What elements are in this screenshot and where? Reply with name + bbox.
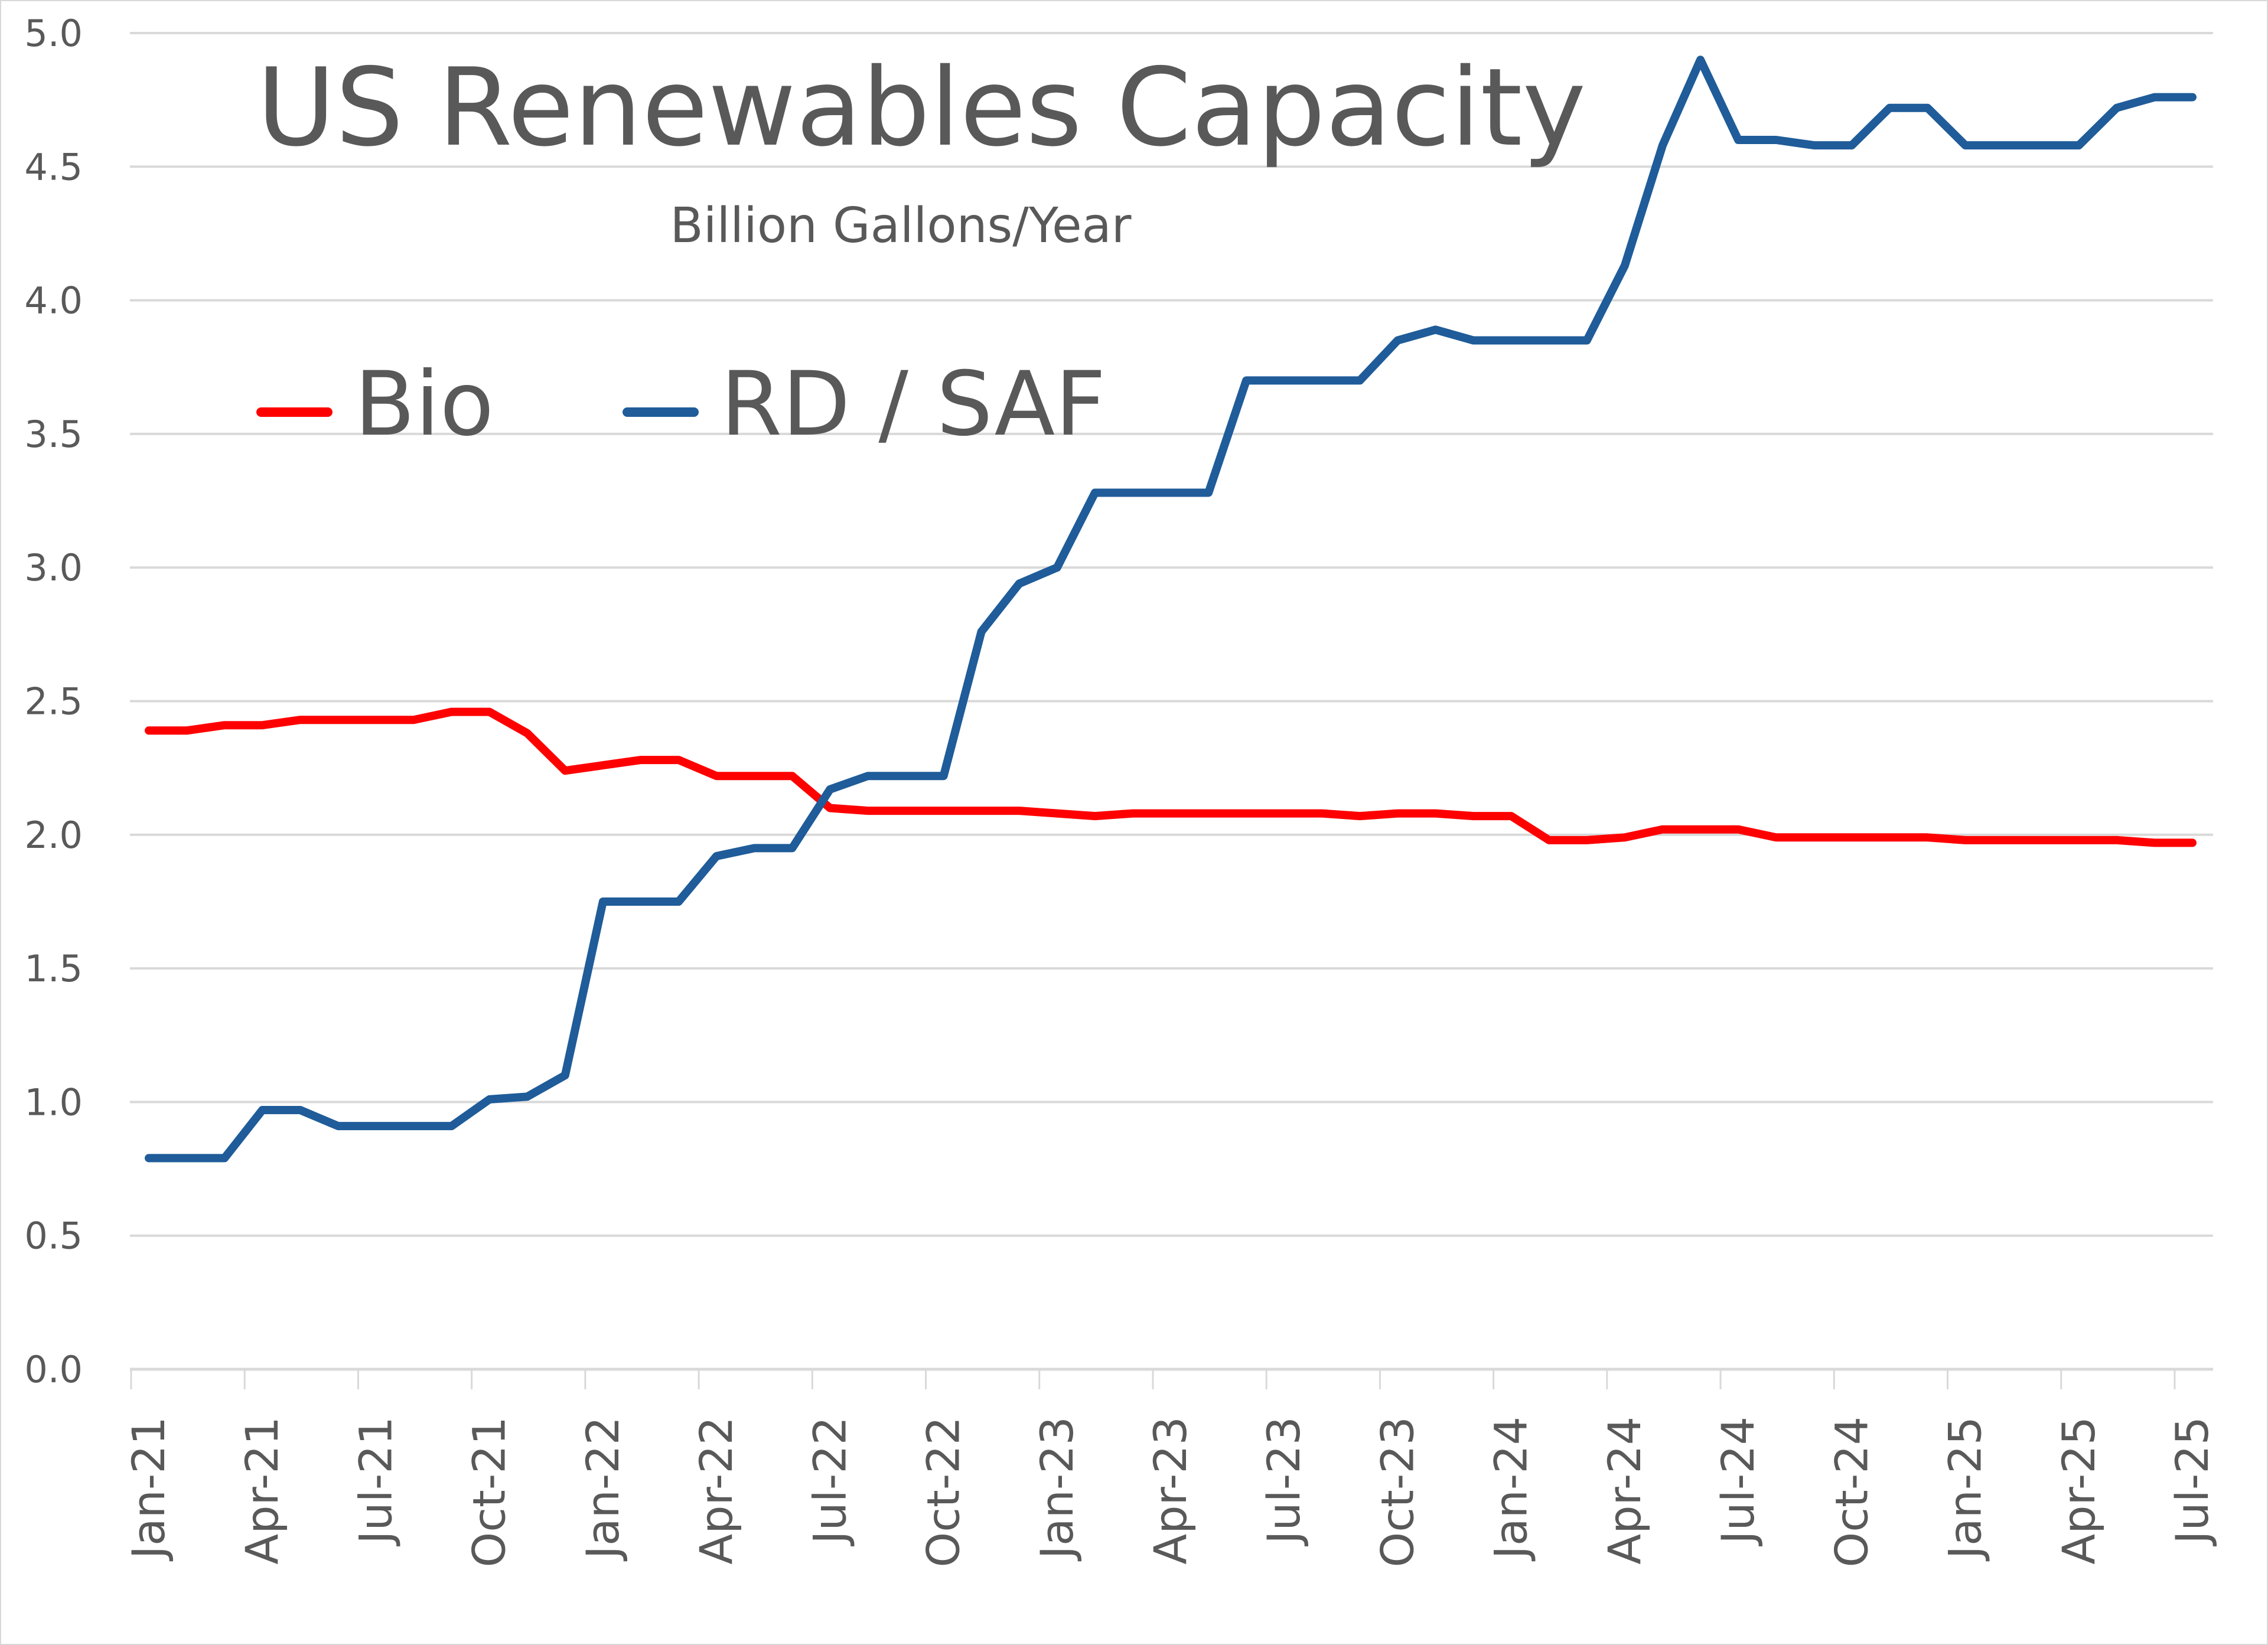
legend-label-bio: Bio <box>354 353 494 456</box>
x-tick-label: Oct-22 <box>917 1416 970 1568</box>
series-line-rd-saf[interactable] <box>145 56 2197 1163</box>
legend-item-bio[interactable]: Bio <box>256 353 494 456</box>
x-tick-label: Jan-24 <box>1485 1416 1537 1561</box>
y-tick-label: 0.5 <box>24 1215 83 1258</box>
x-tick-label: Apr-23 <box>1144 1416 1197 1565</box>
x-tick-label: Jan-23 <box>1031 1416 1083 1561</box>
series-line-bio[interactable] <box>145 707 2197 847</box>
y-tick-label: 2.5 <box>24 680 83 723</box>
y-tick-label: 1.0 <box>24 1081 83 1124</box>
chart-subtitle: Billion Gallons/Year <box>670 198 1131 254</box>
legend: Bio RD / SAF <box>256 353 1106 456</box>
y-tick-label: 1.5 <box>24 947 83 990</box>
x-tick-label: Jul-24 <box>1712 1416 1764 1546</box>
y-tick-label: 3.5 <box>24 413 83 456</box>
x-tick-label: Jul-22 <box>803 1416 856 1546</box>
series-lines <box>145 56 2197 1163</box>
chart-title: US Renewables Capacity <box>257 45 1586 170</box>
x-tick-label: Jul-25 <box>2166 1416 2218 1546</box>
y-tick-label: 4.5 <box>24 145 83 188</box>
x-tick-label: Jan-25 <box>1939 1416 1992 1561</box>
y-tick-label: 4.0 <box>24 279 83 322</box>
x-tick-label: Apr-22 <box>690 1416 742 1565</box>
x-tick-label: Apr-24 <box>1598 1416 1651 1565</box>
gridlines <box>130 32 2213 1237</box>
x-tick-label: Jul-21 <box>349 1416 402 1546</box>
x-tick-label: Jan-21 <box>122 1416 175 1561</box>
x-tick-label: Jan-22 <box>576 1416 629 1561</box>
x-tick-label: Oct-24 <box>1825 1416 1878 1568</box>
x-tick-label: Jul-23 <box>1257 1416 1310 1546</box>
y-axis-ticks: 0.0 0.5 1.0 1.5 2.0 2.5 3.0 3.5 4.0 4.5 5.0 <box>24 12 83 1391</box>
y-tick-label: 2.0 <box>24 814 83 857</box>
x-tick-label: Apr-21 <box>236 1416 288 1565</box>
legend-item-rd-saf[interactable]: RD / SAF <box>623 353 1106 456</box>
y-tick-label: 3.0 <box>24 546 83 589</box>
legend-label-rd-saf: RD / SAF <box>721 353 1106 456</box>
y-tick-label: 5.0 <box>24 12 83 55</box>
y-tick-label: 0.0 <box>24 1348 83 1391</box>
x-tick-label: Oct-21 <box>463 1416 516 1568</box>
x-axis-ticks: Jan-21 Apr-21 Jul-21 Oct-21 Jan-22 Apr-22 Jul-… <box>122 1369 2218 1568</box>
x-tick-label: Apr-25 <box>2052 1416 2105 1565</box>
x-tick-label: Oct-23 <box>1371 1416 1423 1568</box>
